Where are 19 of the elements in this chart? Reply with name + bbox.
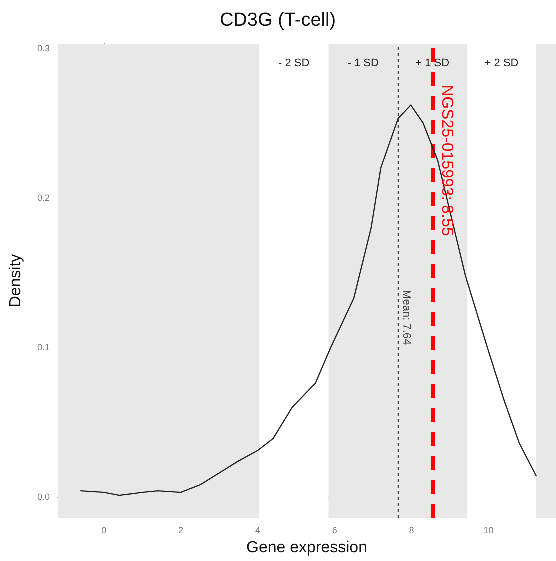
y-axis-title: Density xyxy=(8,254,24,308)
x-tick-label: 4 xyxy=(255,526,260,536)
x-axis-title: Gene expression xyxy=(246,540,368,556)
y-tick-label: 0.3 xyxy=(37,43,50,54)
band-label: + 2 SD xyxy=(484,58,519,70)
ref-line-label: Mean: 7.64 xyxy=(400,290,412,346)
band-label: - 2 SD xyxy=(278,58,310,70)
x-tick-label: 0 xyxy=(102,526,107,536)
y-tick-label: 0.1 xyxy=(37,342,50,353)
band-label: + 1 SD xyxy=(416,58,450,70)
chart-title: CD3G (T-cell) xyxy=(220,10,336,31)
x-tick-label: 2 xyxy=(178,526,184,536)
x-tick-label: 10 xyxy=(484,526,494,536)
x-tick-label: 8 xyxy=(409,526,414,536)
ref-line-label: NGS25-015993: 8.55 xyxy=(438,85,456,236)
y-tick-label: 0.2 xyxy=(37,193,50,204)
x-tick-label: 6 xyxy=(332,526,338,536)
band-label: - 1 SD xyxy=(348,58,379,70)
y-tick-label: 0.0 xyxy=(37,492,50,502)
